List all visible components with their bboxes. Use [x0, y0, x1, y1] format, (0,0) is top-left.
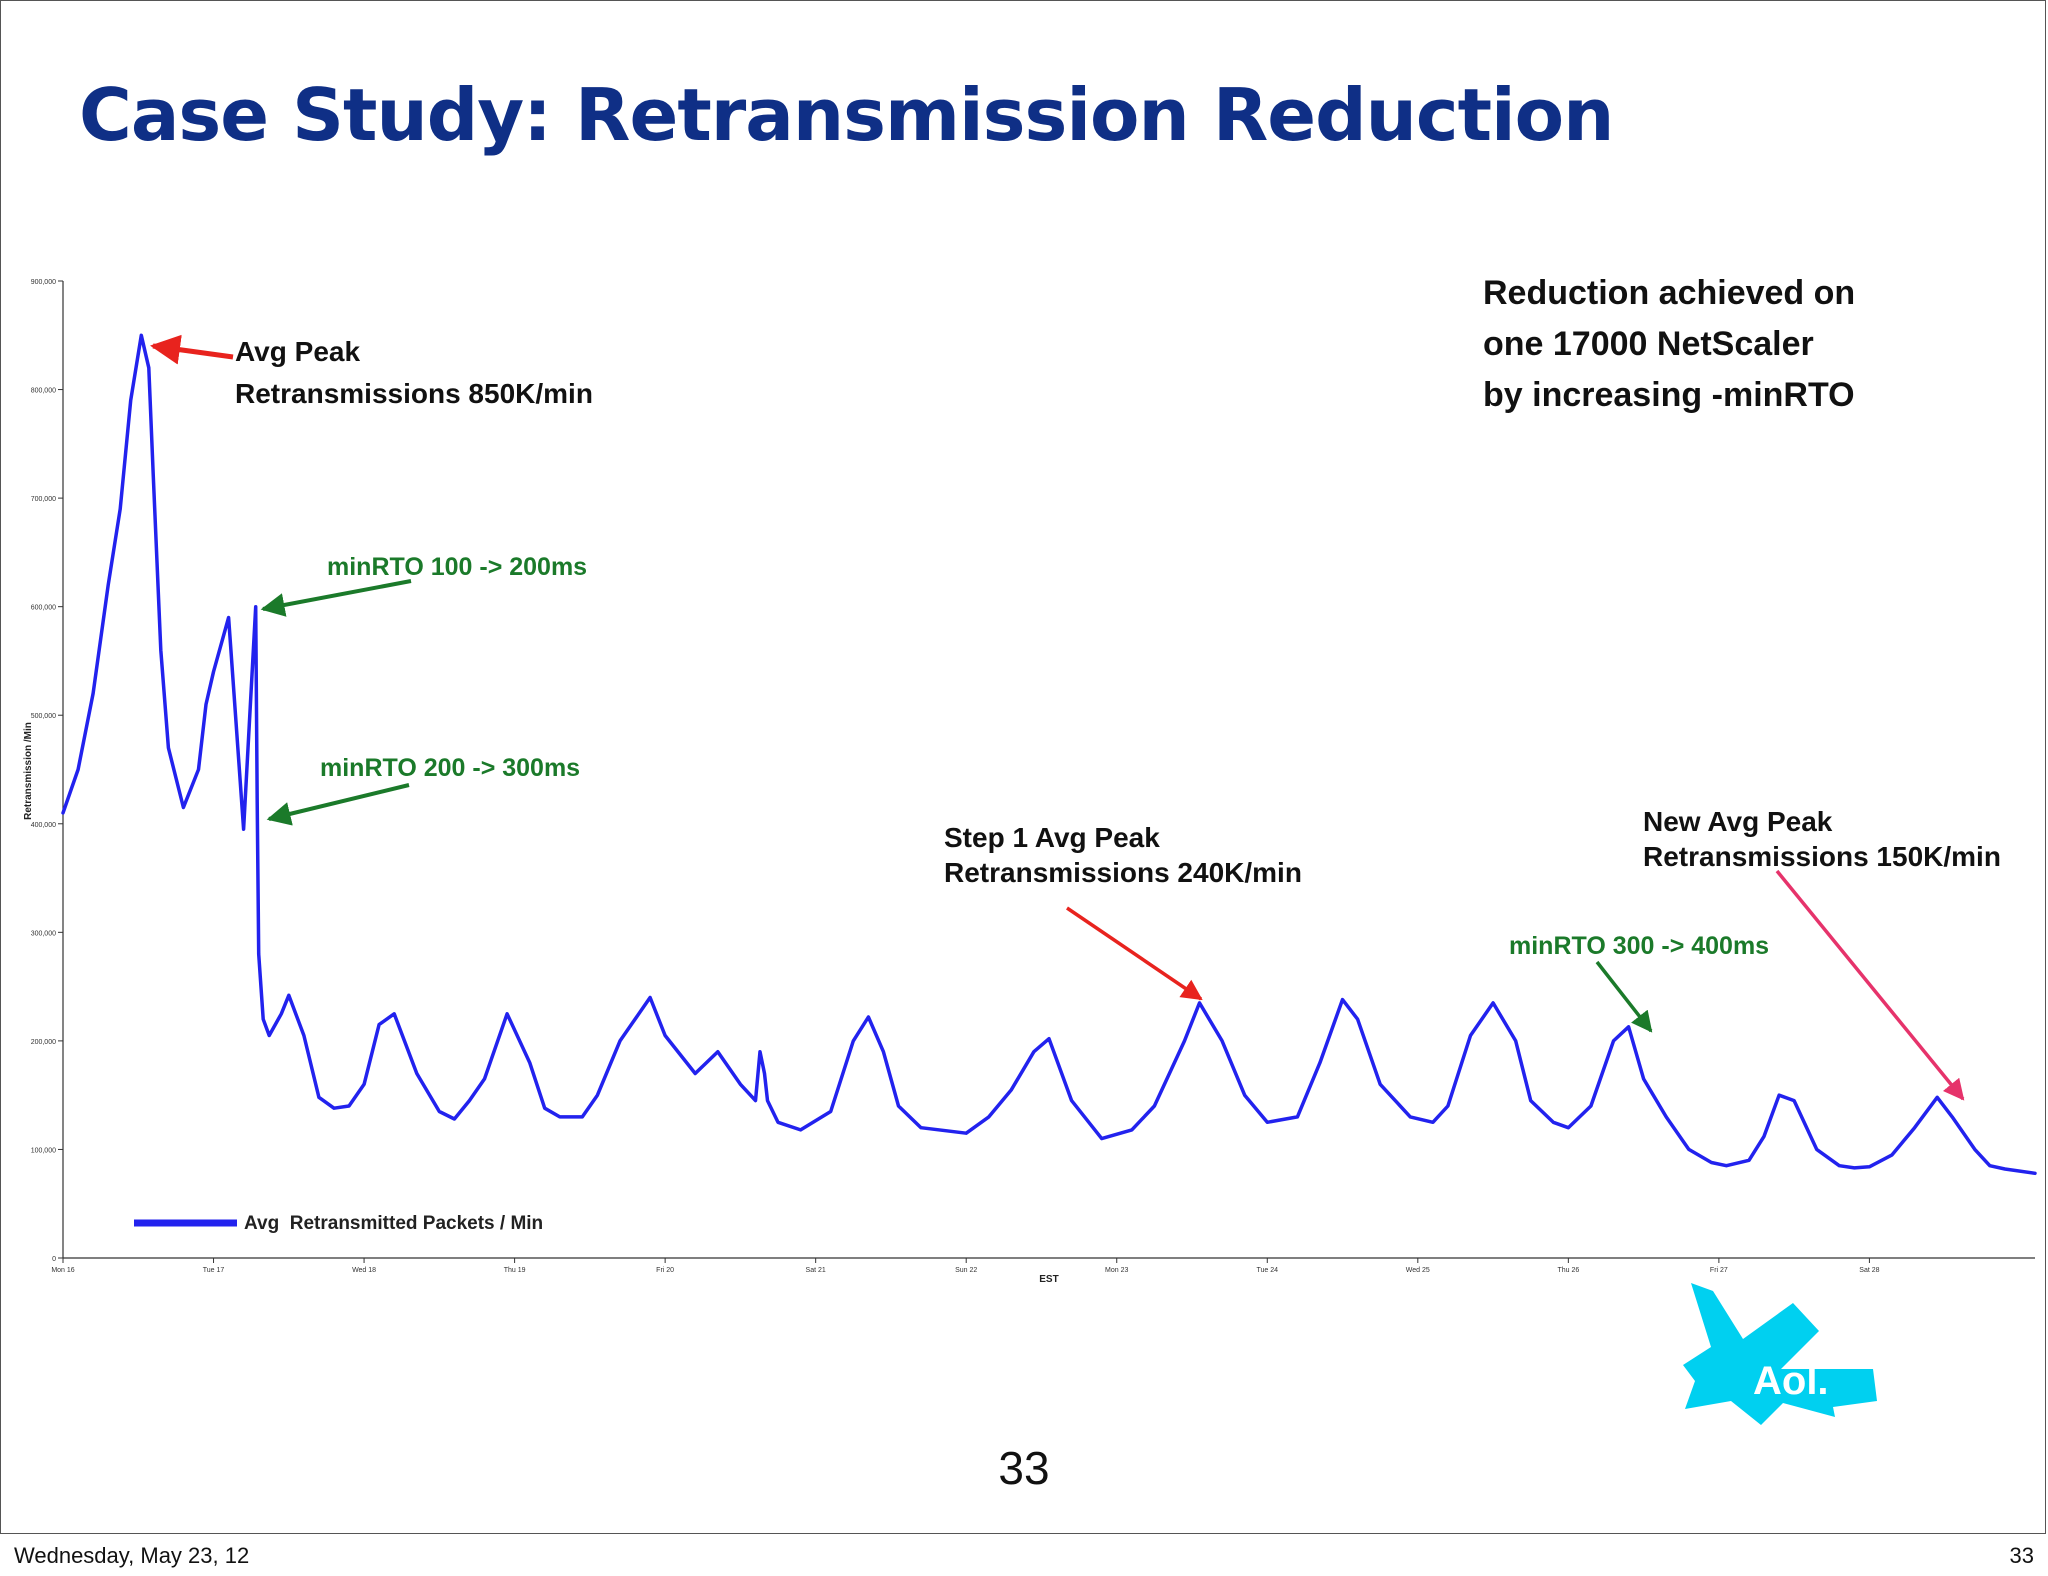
y-tick-label: 0 — [52, 1256, 56, 1263]
slide: Case Study: Retransmission Reduction 0 10… — [0, 0, 2046, 1534]
footer-date: Wednesday, May 23, 12 — [14, 1543, 250, 1568]
retransmission-chart: 0 100,000 200,000 300,000 400,000 500,000 600,… — [23, 274, 2037, 1425]
annotation-minrto-300-400: minRTO 300 -> 400ms — [1509, 932, 1769, 960]
x-tick-label: Sat 28 — [1859, 1267, 1879, 1274]
x-tick-label: Fri 27 — [1710, 1267, 1728, 1274]
arrow-avg-peak — [150, 334, 234, 365]
annotation-avg-peak: Avg Peak Retransmissions 850K/min — [235, 336, 593, 409]
arrow-minrto-100-200 — [260, 579, 412, 617]
x-ticks: Mon 16 Tue 17 Wed 18 Thu 19 Fri 20 Sat 21 Sun … — [51, 1258, 1880, 1274]
annotation-step1-line1: Step 1 Avg Peak — [944, 822, 1160, 853]
x-axis-label: EST — [1039, 1274, 1058, 1285]
annotation-avg-peak-line2: Retransmissions 850K/min — [235, 378, 593, 409]
footer-page-number: 33 — [2009, 1543, 2034, 1568]
arrow-step1-peak — [1066, 906, 1203, 1001]
arrow-new-peak — [1775, 869, 1965, 1101]
y-tick-label: 500,000 — [31, 713, 56, 720]
x-tick-label: Wed 18 — [352, 1267, 376, 1274]
x-tick-label: Sun 22 — [955, 1267, 977, 1274]
annotation-minrto-100-200: minRTO 100 -> 200ms — [327, 553, 587, 581]
y-tick-label: 600,000 — [31, 605, 56, 612]
x-tick-label: Fri 20 — [656, 1267, 674, 1274]
x-tick-label: Wed 25 — [1406, 1267, 1430, 1274]
x-tick-label: Thu 19 — [504, 1267, 526, 1274]
chart-axes — [62, 281, 2035, 1259]
series-line-avg-retransmitted — [61, 333, 2037, 1176]
annotation-step1-line2: Retransmissions 240K/min — [944, 857, 1302, 888]
arrow-minrto-200-300 — [266, 783, 410, 826]
legend-label: Avg Retransmitted Packets / Min — [244, 1213, 543, 1234]
annotation-reduction-line3: by increasing -minRTO — [1483, 376, 1855, 414]
y-tick-label: 100,000 — [31, 1147, 56, 1154]
aol-logo-splat — [1683, 1283, 1877, 1425]
x-tick-label: Tue 17 — [203, 1267, 225, 1274]
y-ticks: 0 100,000 200,000 300,000 400,000 500,000 600,… — [31, 279, 63, 1263]
annotation-reduction: Reduction achieved on one 17000 NetScale… — [1483, 274, 1855, 414]
y-tick-label: 200,000 — [31, 1039, 56, 1046]
y-tick-label: 400,000 — [31, 822, 56, 829]
slide-title: Case Study: Retransmission Reduction — [79, 73, 1614, 157]
legend: Avg Retransmitted Packets / Min — [134, 1213, 543, 1234]
arrow-minrto-300-400 — [1595, 960, 1653, 1033]
annotation-reduction-line2: one 17000 NetScaler — [1483, 325, 1814, 363]
annotation-new-peak: New Avg Peak Retransmissions 150K/min — [1643, 806, 2001, 872]
slide-number: 33 — [998, 1442, 1050, 1494]
x-tick-label: Thu 26 — [1557, 1267, 1579, 1274]
aol-logo-text: Aol. — [1753, 1359, 1829, 1403]
aol-logo: Aol. — [1683, 1283, 1877, 1425]
annotation-minrto-200-300: minRTO 200 -> 300ms — [320, 754, 580, 782]
annotation-avg-peak-line1: Avg Peak — [235, 336, 360, 367]
y-axis-label: Retransmission /Min — [23, 722, 34, 820]
y-tick-label: 300,000 — [31, 930, 56, 937]
annotation-step1-peak: Step 1 Avg Peak Retransmissions 240K/min — [944, 822, 1302, 888]
x-tick-label: Mon 23 — [1105, 1267, 1128, 1274]
x-tick-label: Tue 24 — [1257, 1267, 1279, 1274]
annotation-new-peak-line1: New Avg Peak — [1643, 806, 1833, 837]
y-tick-label: 700,000 — [31, 496, 56, 503]
x-tick-label: Sat 21 — [806, 1267, 826, 1274]
y-tick-label: 900,000 — [31, 279, 56, 286]
annotation-new-peak-line2: Retransmissions 150K/min — [1643, 841, 2001, 872]
x-tick-label: Mon 16 — [51, 1267, 74, 1274]
y-tick-label: 800,000 — [31, 388, 56, 395]
annotation-reduction-line1: Reduction achieved on — [1483, 274, 1855, 312]
